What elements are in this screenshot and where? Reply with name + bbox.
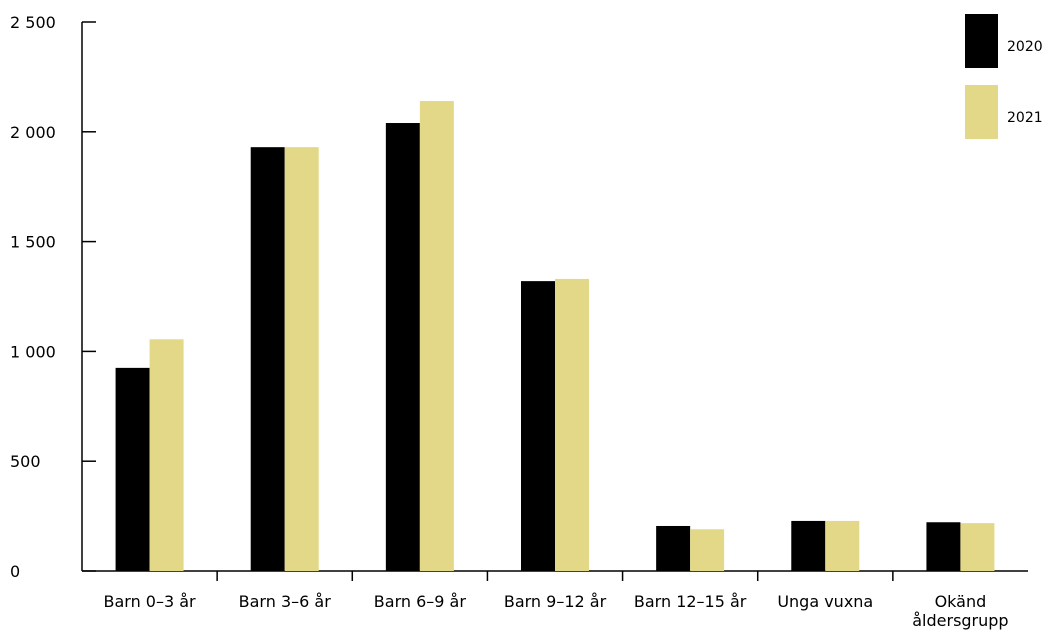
bar-2020 [521,281,555,571]
legend-label: 2020 [1007,39,1043,55]
legend-swatch-2021 [965,85,998,139]
y-tick-label: 1 500 [10,233,56,252]
bar-2021 [419,101,454,571]
x-tick-label: Barn 3–6 år [239,592,332,611]
y-tick-label: 0 [10,562,20,581]
bar-2020 [656,525,691,571]
legend-label: 2021 [1007,110,1043,126]
x-tick-label: Barn 12–15 år [634,592,747,611]
x-tick-label: Barn 6–9 år [374,592,467,611]
y-tick-label: 500 [10,452,41,471]
y-tick-label: 2 500 [10,13,56,32]
x-tick-label: Barn 9–12 år [504,592,607,611]
bar-2021 [690,529,725,571]
bar-2020 [791,520,826,571]
bar-2020 [115,367,150,571]
x-tick-label: Unga vuxna [777,592,873,611]
bar-2021 [825,520,860,571]
x-tick-label: Barn 0–3 år [104,592,197,611]
bar-2020 [250,147,285,571]
y-tick-label: 2 000 [10,123,56,142]
x-tick-label: Okänd åldersgrupp [912,592,1008,630]
legend: 2020 2021 [965,14,1043,139]
legend-swatch-2020 [965,14,998,68]
y-axis: 0 500 1 000 1 500 2 000 2 500 [10,13,96,581]
bars [115,101,995,572]
bar-2021 [960,523,995,571]
bar-2021 [555,278,589,571]
bar-2020 [385,123,420,572]
bar-2020 [926,522,961,571]
bar-2021 [149,339,184,571]
bar-2021 [284,147,319,571]
y-tick-label: 1 000 [10,342,56,361]
x-axis: Barn 0–3 år Barn 3–6 år Barn 6–9 år Barn 9–… [82,570,1028,630]
